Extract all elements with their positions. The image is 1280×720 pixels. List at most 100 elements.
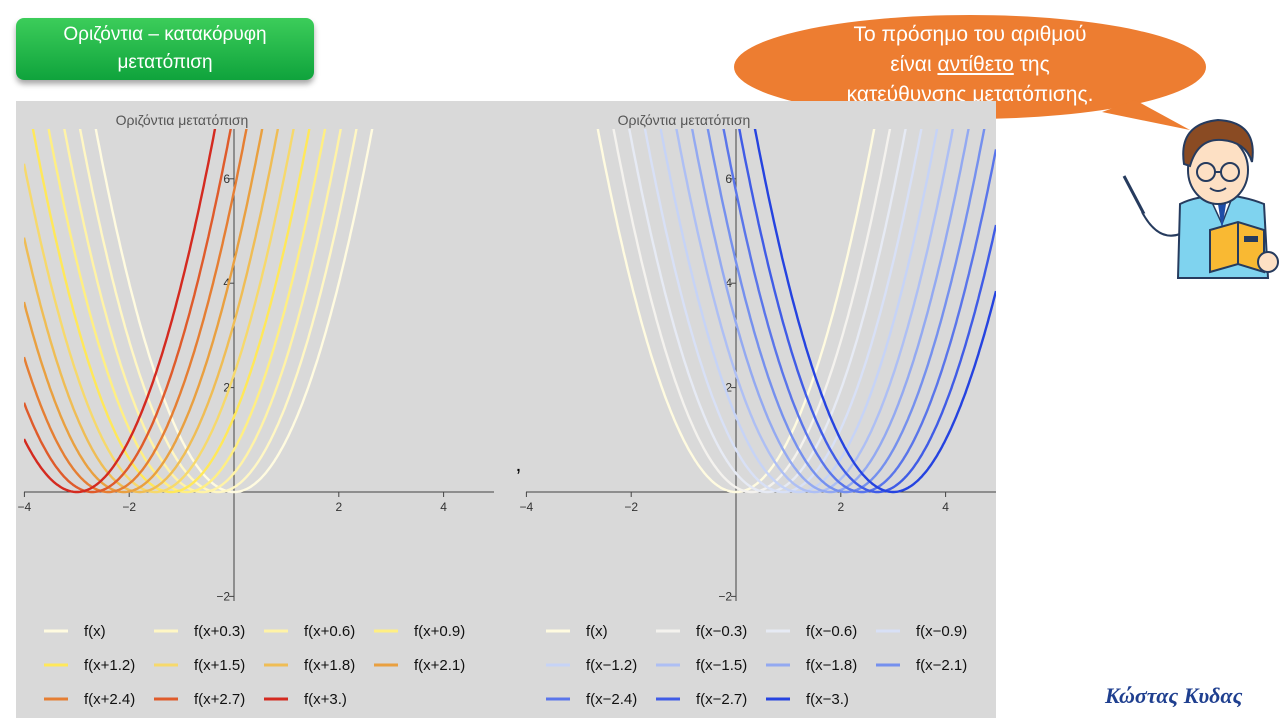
legend-label: f(x−2.1) bbox=[916, 657, 967, 674]
series-line-1 bbox=[94, 129, 374, 494]
series-line-7 bbox=[690, 129, 970, 494]
legend-label: f(x) bbox=[586, 623, 608, 640]
series-line-4 bbox=[643, 129, 923, 494]
callout-line-3: κατεύθυνσης μετατόπισης. bbox=[846, 83, 1094, 106]
legend-label: f(x+3.) bbox=[304, 691, 347, 708]
legend-item: f(x−1.2) bbox=[546, 657, 637, 674]
series-line-9 bbox=[722, 129, 996, 494]
chart-title: Οριζόντια μετατόπιση bbox=[116, 112, 249, 128]
title-line-1: Οριζόντια – κατακόρυφη bbox=[63, 24, 267, 45]
series-line-11 bbox=[24, 129, 217, 494]
callout-line-2: είναι αντίθετο της bbox=[790, 50, 1150, 80]
y-tick-label: 2 bbox=[223, 381, 230, 395]
x-tick-label: −2 bbox=[624, 500, 638, 514]
series-line-3 bbox=[63, 129, 342, 494]
callout-text: Το πρόσημο του αριθμού είναι αντίθετο τη… bbox=[790, 20, 1150, 110]
legend-item: f(x+0.3) bbox=[154, 623, 245, 640]
y-tick-label: 2 bbox=[725, 381, 732, 395]
legend-label: f(x+1.2) bbox=[84, 657, 135, 674]
legend-label: f(x−2.4) bbox=[586, 691, 637, 708]
legend-item: f(x+3.) bbox=[264, 691, 347, 708]
series-line-5 bbox=[659, 129, 939, 494]
legend-item: f(x+1.8) bbox=[264, 657, 355, 674]
legend-item: f(x−1.8) bbox=[766, 657, 857, 674]
legend-item: f(x+0.9) bbox=[374, 623, 465, 640]
legend-label: f(x+0.6) bbox=[304, 623, 355, 640]
x-tick-label: 4 bbox=[942, 500, 949, 514]
legend-item: f(x−3.) bbox=[766, 691, 849, 708]
legend-item: f(x) bbox=[44, 623, 106, 640]
legend-label: f(x+1.5) bbox=[194, 657, 245, 674]
legend-label: f(x−3.) bbox=[806, 691, 849, 708]
legend-label: f(x−1.2) bbox=[586, 657, 637, 674]
series-line-10 bbox=[738, 129, 996, 494]
series-line-6 bbox=[675, 129, 954, 494]
legend-label: f(x+2.4) bbox=[84, 691, 135, 708]
chart-panel-2: Οριζόντια μετατόπιση −4 −2 2 4 −2 2 4 6 f(x) f(x−0… bbox=[520, 112, 996, 708]
legend-label: f(x+1.8) bbox=[304, 657, 355, 674]
series-line-8 bbox=[706, 129, 986, 494]
x-tick-label: −2 bbox=[122, 500, 136, 514]
series-line-4 bbox=[47, 129, 327, 494]
x-tick-label: 2 bbox=[335, 500, 342, 514]
legend-label: f(x+0.3) bbox=[194, 623, 245, 640]
legend-item: f(x+2.4) bbox=[44, 691, 135, 708]
legend-label: f(x+2.1) bbox=[414, 657, 465, 674]
series-line-7 bbox=[24, 129, 280, 494]
chart-panel-1: Οριζόντια μετατόπιση −4 −2 2 4 −2 2 4 6 f(x) f(x+0… bbox=[18, 112, 494, 708]
teacher-illustration bbox=[1122, 118, 1279, 279]
legend-label: f(x−1.8) bbox=[806, 657, 857, 674]
legend-item: f(x−0.3) bbox=[656, 623, 747, 640]
legend-label: f(x) bbox=[84, 623, 106, 640]
legend-item: f(x+2.7) bbox=[154, 691, 245, 708]
legend-label: f(x+0.9) bbox=[414, 623, 465, 640]
callout-line-2-pre: είναι bbox=[890, 53, 938, 76]
callout-underlined-word: αντίθετο bbox=[937, 53, 1014, 76]
y-tick-label: 6 bbox=[725, 172, 732, 186]
y-tick-label: −2 bbox=[718, 589, 732, 603]
curves bbox=[24, 129, 374, 494]
series-line-6 bbox=[24, 129, 295, 494]
callout-line-2-post: της bbox=[1013, 53, 1050, 76]
legend-item: f(x+0.6) bbox=[264, 623, 355, 640]
series-line-5 bbox=[31, 129, 311, 494]
legend-item: f(x) bbox=[546, 623, 608, 640]
legend-label: f(x−0.9) bbox=[916, 623, 967, 640]
x-tick-label: −4 bbox=[18, 500, 32, 514]
x-tick-label: −4 bbox=[520, 500, 534, 514]
legend-item: f(x−0.6) bbox=[766, 623, 857, 640]
legend-label: f(x−1.5) bbox=[696, 657, 747, 674]
y-tick-label: −2 bbox=[216, 589, 230, 603]
x-tick-label: 2 bbox=[837, 500, 844, 514]
series-line-3 bbox=[628, 129, 907, 494]
plots-svg: Οριζόντια μετατόπιση −4 −2 2 4 −2 2 4 6 f(x) f(x+0… bbox=[18, 112, 996, 708]
legend-item: f(x−0.9) bbox=[876, 623, 967, 640]
legend-label: f(x+2.7) bbox=[194, 691, 245, 708]
x-tick-label: 4 bbox=[440, 500, 447, 514]
series-line-10 bbox=[24, 129, 232, 494]
legend-item: f(x−1.5) bbox=[656, 657, 747, 674]
legend-label: f(x−0.3) bbox=[696, 623, 747, 640]
legend-item: f(x+1.2) bbox=[44, 657, 135, 674]
title-line-2: μετατόπιση bbox=[117, 52, 213, 73]
legend-item: f(x−2.1) bbox=[876, 657, 967, 674]
legend-item: f(x−2.7) bbox=[656, 691, 747, 708]
y-tick-label: 4 bbox=[725, 276, 732, 290]
title-banner: Οριζόντια – κατακόρυφη μετατόπιση bbox=[16, 18, 314, 80]
callout-line-1: Το πρόσημο του αριθμού bbox=[853, 23, 1087, 46]
speech-bubble bbox=[734, 15, 1206, 130]
series-line-8 bbox=[24, 129, 264, 494]
series-line-2 bbox=[78, 129, 358, 494]
plot-area: Οριζόντια μετατόπιση −4 −2 2 4 −2 2 4 6 f(x) f(x+0… bbox=[16, 101, 996, 718]
legend-label: f(x−2.7) bbox=[696, 691, 747, 708]
legend-item: f(x+1.5) bbox=[154, 657, 245, 674]
chart-title: Οριζόντια μετατόπιση bbox=[618, 112, 751, 128]
y-tick-label: 4 bbox=[223, 276, 230, 290]
series-line-1 bbox=[596, 129, 876, 494]
series-line-11 bbox=[753, 129, 996, 494]
y-tick-label: 6 bbox=[223, 172, 230, 186]
legend-item: f(x+2.1) bbox=[374, 657, 465, 674]
author-signature: Κώστας Κυδας bbox=[1105, 683, 1243, 708]
curves bbox=[596, 129, 996, 494]
legend-item: f(x−2.4) bbox=[546, 691, 637, 708]
